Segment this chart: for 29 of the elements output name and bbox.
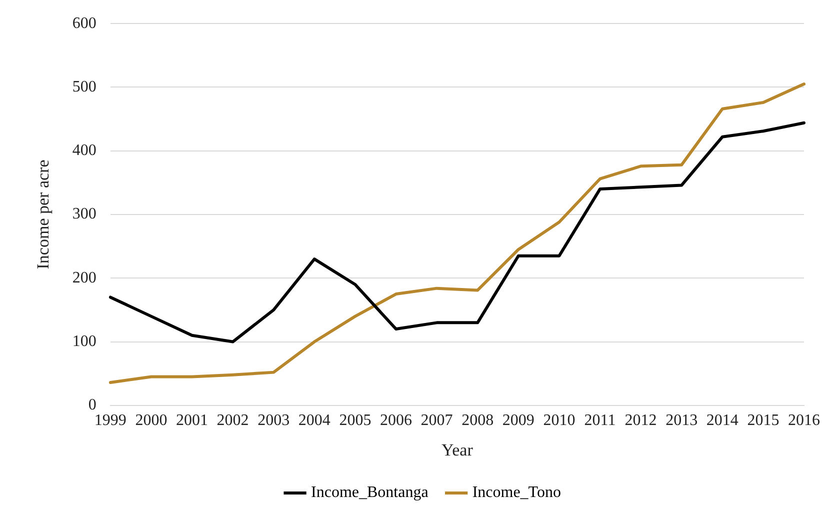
x-tick-label: 2003	[258, 412, 290, 430]
x-tick-label: 2014	[706, 412, 738, 430]
x-tick-label: 2005	[339, 412, 372, 430]
x-tick-label: 2015	[747, 412, 780, 430]
x-tick-label: 2007	[420, 412, 453, 430]
y-tick-label: 500	[72, 78, 96, 96]
legend-label: Income_Tono	[472, 484, 561, 502]
x-tick-label: 2010	[543, 412, 576, 430]
x-tick-label: 2002	[216, 412, 249, 430]
y-tick-label: 600	[72, 14, 96, 32]
y-tick-label: 200	[72, 269, 96, 286]
x-tick-label: 2001	[176, 412, 208, 430]
x-tick-label: 2000	[135, 412, 168, 430]
x-tick-label: 2011	[584, 412, 616, 430]
x-tick-label: 2012	[624, 412, 657, 430]
y-tick-label: 0	[88, 396, 96, 414]
x-tick-label: 1999	[94, 412, 126, 430]
x-tick-label: 2016	[788, 412, 820, 430]
y-tick-label: 100	[72, 332, 96, 350]
x-tick-label: 2008	[462, 412, 494, 430]
x-tick-label: 2009	[502, 412, 534, 430]
x-tick-label: 2006	[380, 412, 412, 430]
y-tick-label: 400	[72, 142, 96, 160]
y-axis-title: Income per acre	[34, 160, 53, 270]
x-tick-label: 2004	[298, 412, 330, 430]
x-axis-title: Year	[442, 440, 474, 460]
x-tick-label: 2013	[666, 412, 698, 430]
y-tick-label: 300	[72, 206, 96, 223]
legend-label: Income_Bontanga	[311, 484, 428, 502]
